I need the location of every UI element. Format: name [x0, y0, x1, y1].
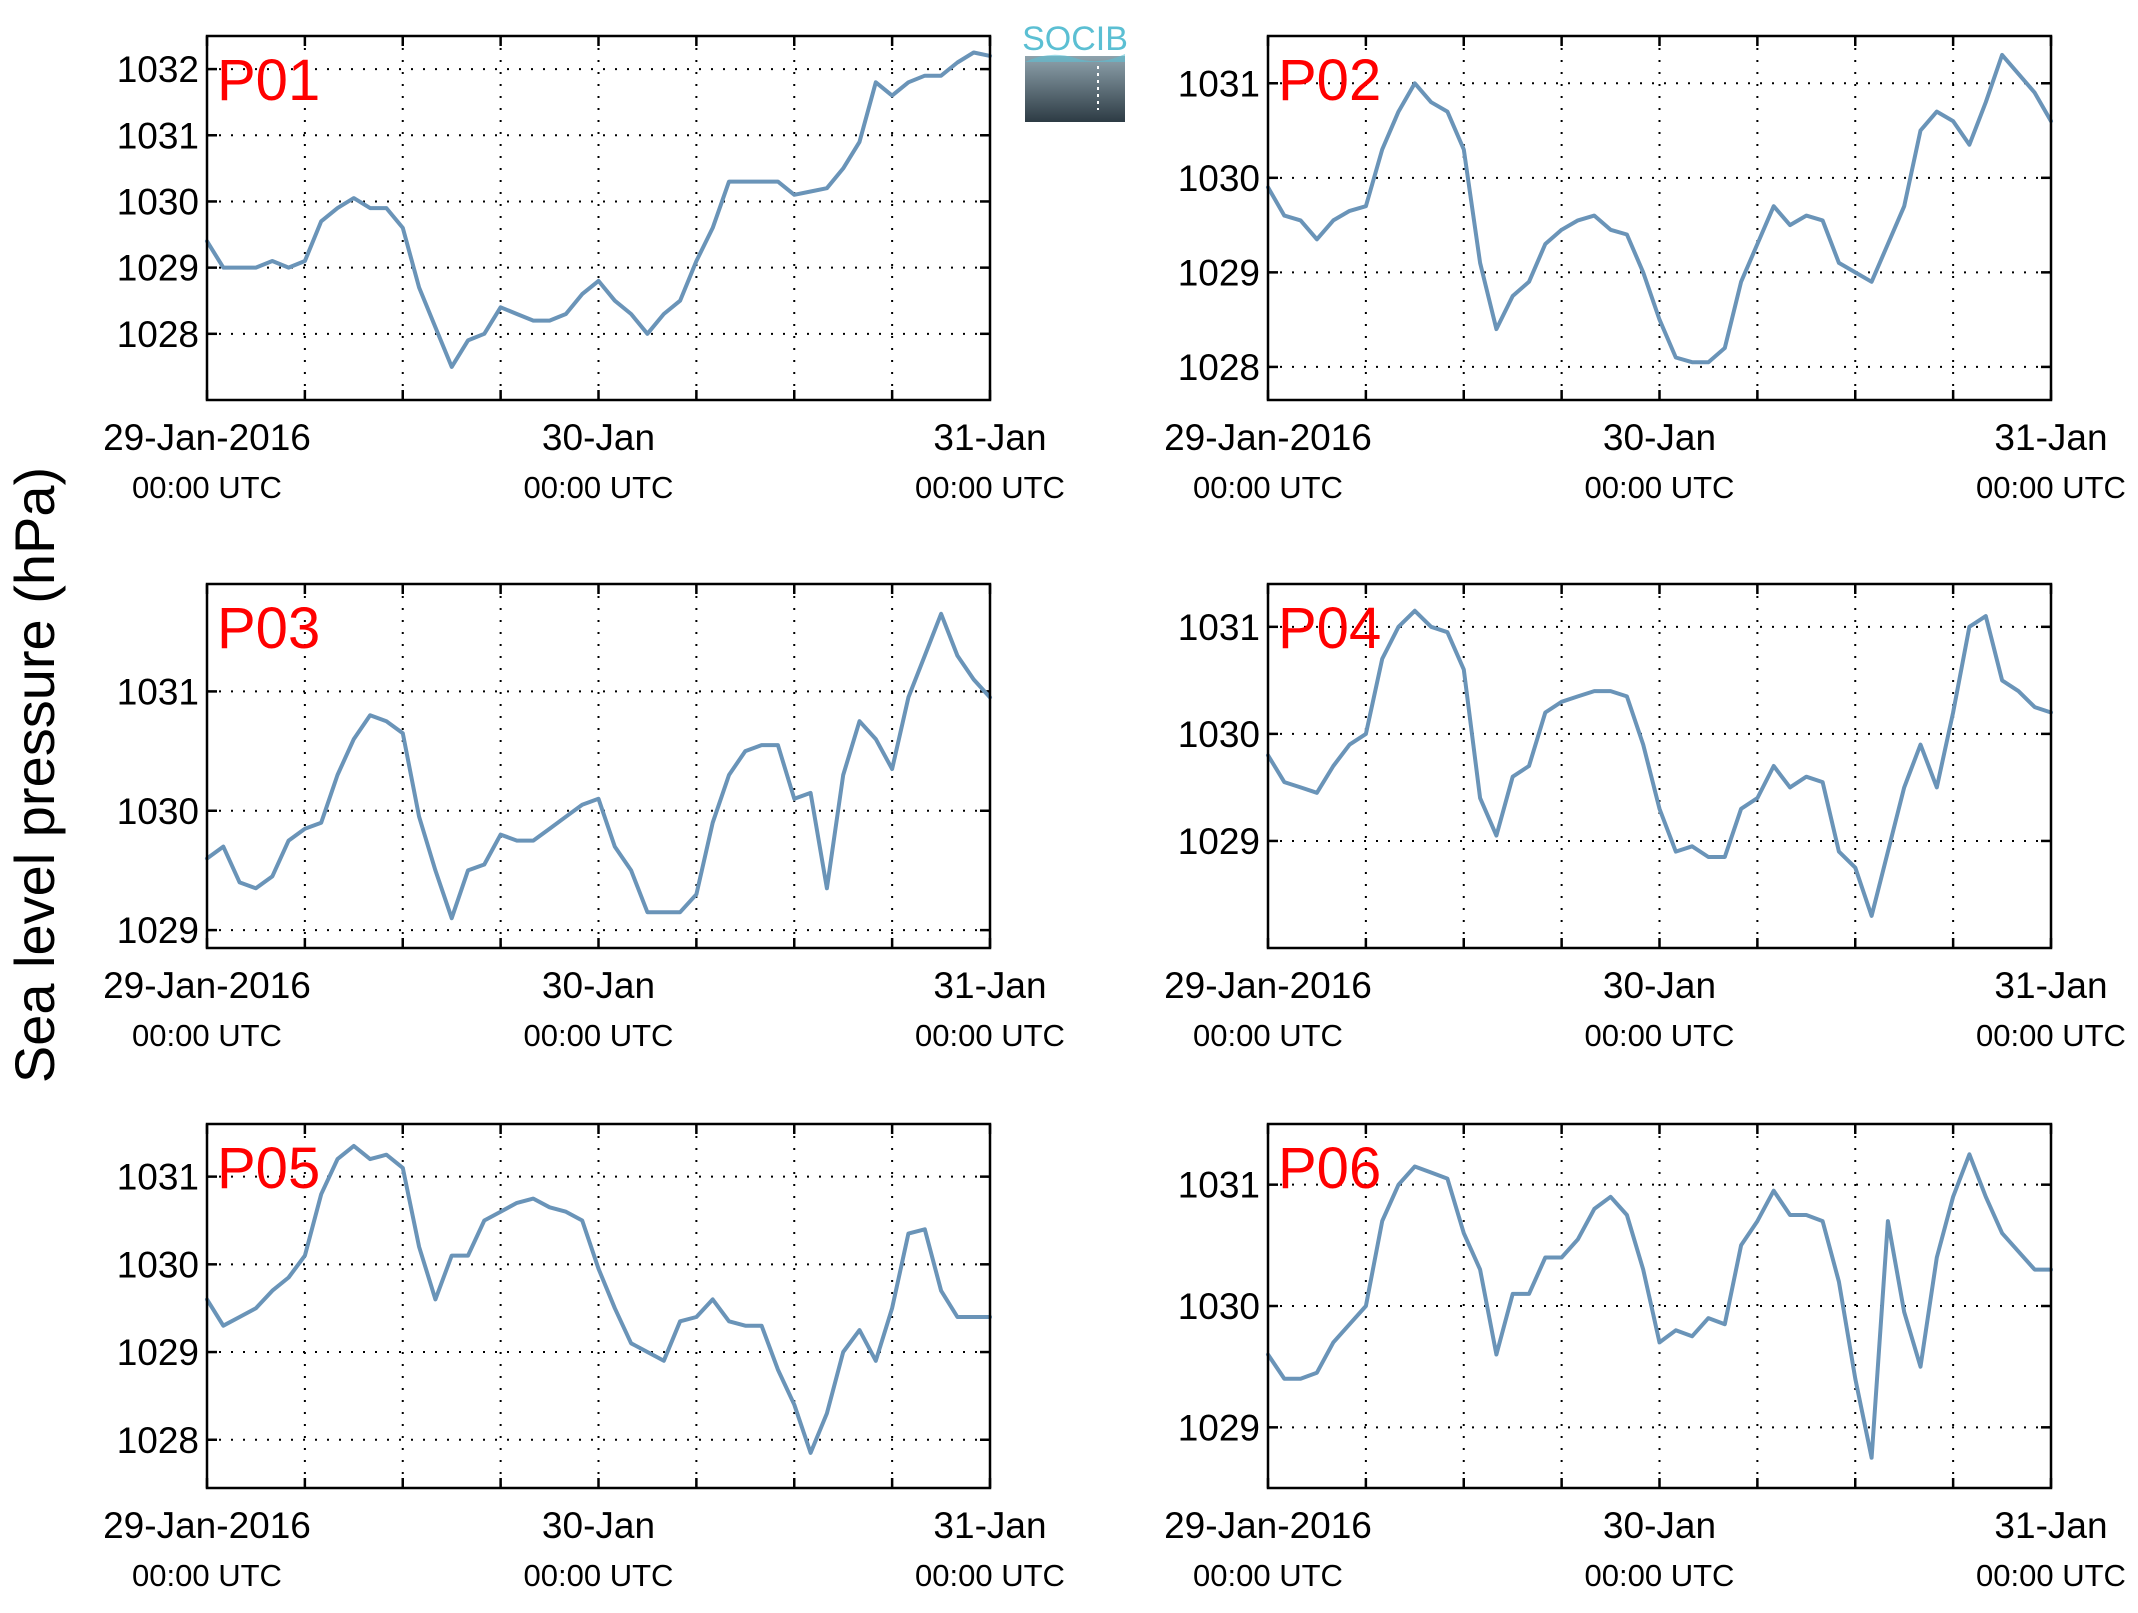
- x-tick-label: 29-Jan-2016: [103, 1505, 311, 1546]
- panel-label: P02: [1278, 48, 1381, 113]
- x-tick-label: 29-Jan-2016: [1164, 1505, 1372, 1546]
- axes-frame: [205, 582, 992, 950]
- y-tick-label: 1028: [117, 1420, 199, 1461]
- x-tick-label: 30-Jan: [1603, 965, 1716, 1006]
- axes-frame: [205, 34, 992, 402]
- panel-label: P05: [217, 1136, 320, 1201]
- series-line-p02: [1266, 52, 2053, 365]
- x-tick-sublabel: 00:00 UTC: [1585, 1018, 1735, 1053]
- y-tick-label: 1030: [1178, 1286, 1260, 1327]
- series-line-p01: [205, 50, 992, 369]
- x-tick-sublabel: 00:00 UTC: [1193, 1558, 1343, 1593]
- x-tick-sublabel: 00:00 UTC: [132, 1018, 282, 1053]
- y-tick-label: 1032: [117, 49, 199, 90]
- x-tick-label: 31-Jan: [933, 417, 1046, 458]
- y-tick-label: 1031: [117, 1157, 199, 1198]
- x-tick-label: 31-Jan: [1994, 965, 2107, 1006]
- x-tick-sublabel: 00:00 UTC: [524, 470, 674, 505]
- panel-label: P03: [217, 596, 320, 661]
- x-tick-sublabel: 00:00 UTC: [1976, 1558, 2126, 1593]
- logo-gradient-box: [1025, 56, 1125, 122]
- x-tick-label: 31-Jan: [933, 965, 1046, 1006]
- y-tick-label: 1029: [117, 1332, 199, 1373]
- x-tick-label: 29-Jan-2016: [103, 417, 311, 458]
- y-tick-label: 1029: [1178, 252, 1260, 293]
- axes-frame: [205, 1122, 992, 1490]
- series-line-p04: [1266, 608, 2053, 918]
- x-tick-label: 31-Jan: [1994, 1505, 2107, 1546]
- axes-frame: [1266, 1122, 2053, 1490]
- y-axis-label: Sea level pressure (hPa): [3, 467, 66, 1083]
- x-tick-label: 31-Jan: [933, 1505, 1046, 1546]
- panel-p06: 1029 1030 1031 29-Jan-2016 00:00 UTC 30-Jan 00…: [1164, 1122, 2126, 1593]
- y-tick-label: 1031: [117, 671, 199, 712]
- y-tick-label: 1031: [1178, 63, 1260, 104]
- x-tick-label: 30-Jan: [542, 965, 655, 1006]
- panel-p02: 1028 1029 1030 1031 29-Jan-2016 00:00 UTC 30-J…: [1164, 34, 2126, 505]
- y-tick-label: 1030: [1178, 158, 1260, 199]
- x-tick-label: 30-Jan: [1603, 417, 1716, 458]
- x-tick-sublabel: 00:00 UTC: [1976, 1018, 2126, 1053]
- x-tick-label: 29-Jan-2016: [1164, 417, 1372, 458]
- axes-frame: [1266, 582, 2053, 950]
- x-tick-sublabel: 00:00 UTC: [915, 1018, 1065, 1053]
- x-tick-label: 29-Jan-2016: [103, 965, 311, 1006]
- x-tick-label: 29-Jan-2016: [1164, 965, 1372, 1006]
- x-tick-label: 31-Jan: [1994, 417, 2107, 458]
- panels: 1028 1029 1030 1031 1032 29-Jan-2016 00:00 UTC…: [103, 34, 2126, 1593]
- y-tick-label: 1029: [117, 910, 199, 951]
- y-tick-label: 1028: [1178, 347, 1260, 388]
- x-tick-sublabel: 00:00 UTC: [1585, 1558, 1735, 1593]
- panel-p03: 1029 1030 1031 29-Jan-2016 00:00 UTC 30-Jan 00…: [103, 582, 1065, 1053]
- x-tick-sublabel: 00:00 UTC: [1193, 1018, 1343, 1053]
- y-tick-label: 1029: [1178, 821, 1260, 862]
- x-tick-label: 30-Jan: [1603, 1505, 1716, 1546]
- axes-frame: [1266, 34, 2053, 402]
- x-tick-sublabel: 00:00 UTC: [1193, 470, 1343, 505]
- x-tick-sublabel: 00:00 UTC: [132, 470, 282, 505]
- panel-label: P04: [1278, 596, 1381, 661]
- y-tick-label: 1030: [117, 791, 199, 832]
- series-line-p05: [205, 1143, 992, 1455]
- x-tick-sublabel: 00:00 UTC: [1976, 470, 2126, 505]
- x-tick-sublabel: 00:00 UTC: [915, 470, 1065, 505]
- y-tick-label: 1030: [117, 1244, 199, 1285]
- socib-logo: SOCIB: [1022, 20, 1128, 122]
- x-tick-label: 30-Jan: [542, 417, 655, 458]
- y-tick-label: 1030: [117, 181, 199, 222]
- series-line-p06: [1266, 1152, 2053, 1460]
- y-tick-label: 1029: [117, 248, 199, 289]
- panel-label: P06: [1278, 1136, 1381, 1201]
- x-tick-sublabel: 00:00 UTC: [524, 1558, 674, 1593]
- x-tick-sublabel: 00:00 UTC: [1585, 470, 1735, 505]
- series-line-p03: [205, 611, 992, 921]
- y-tick-label: 1031: [1178, 607, 1260, 648]
- y-tick-label: 1031: [117, 115, 199, 156]
- y-tick-label: 1028: [117, 314, 199, 355]
- x-tick-label: 30-Jan: [542, 1505, 655, 1546]
- x-tick-sublabel: 00:00 UTC: [524, 1018, 674, 1053]
- y-tick-label: 1029: [1178, 1407, 1260, 1448]
- logo-wave: [1025, 54, 1125, 62]
- panel-p05: 1028 1029 1030 1031 29-Jan-2016 00:00 UTC 30-J…: [103, 1122, 1065, 1593]
- y-tick-label: 1031: [1178, 1165, 1260, 1206]
- panel-p01: 1028 1029 1030 1031 1032 29-Jan-2016 00:00 UTC…: [103, 34, 1065, 505]
- y-tick-label: 1030: [1178, 714, 1260, 755]
- x-tick-sublabel: 00:00 UTC: [915, 1558, 1065, 1593]
- x-tick-sublabel: 00:00 UTC: [132, 1558, 282, 1593]
- panel-label: P01: [217, 48, 320, 113]
- panel-p04: 1029 1030 1031 29-Jan-2016 00:00 UTC 30-Jan 00…: [1164, 582, 2126, 1053]
- logo-text: SOCIB: [1022, 20, 1128, 58]
